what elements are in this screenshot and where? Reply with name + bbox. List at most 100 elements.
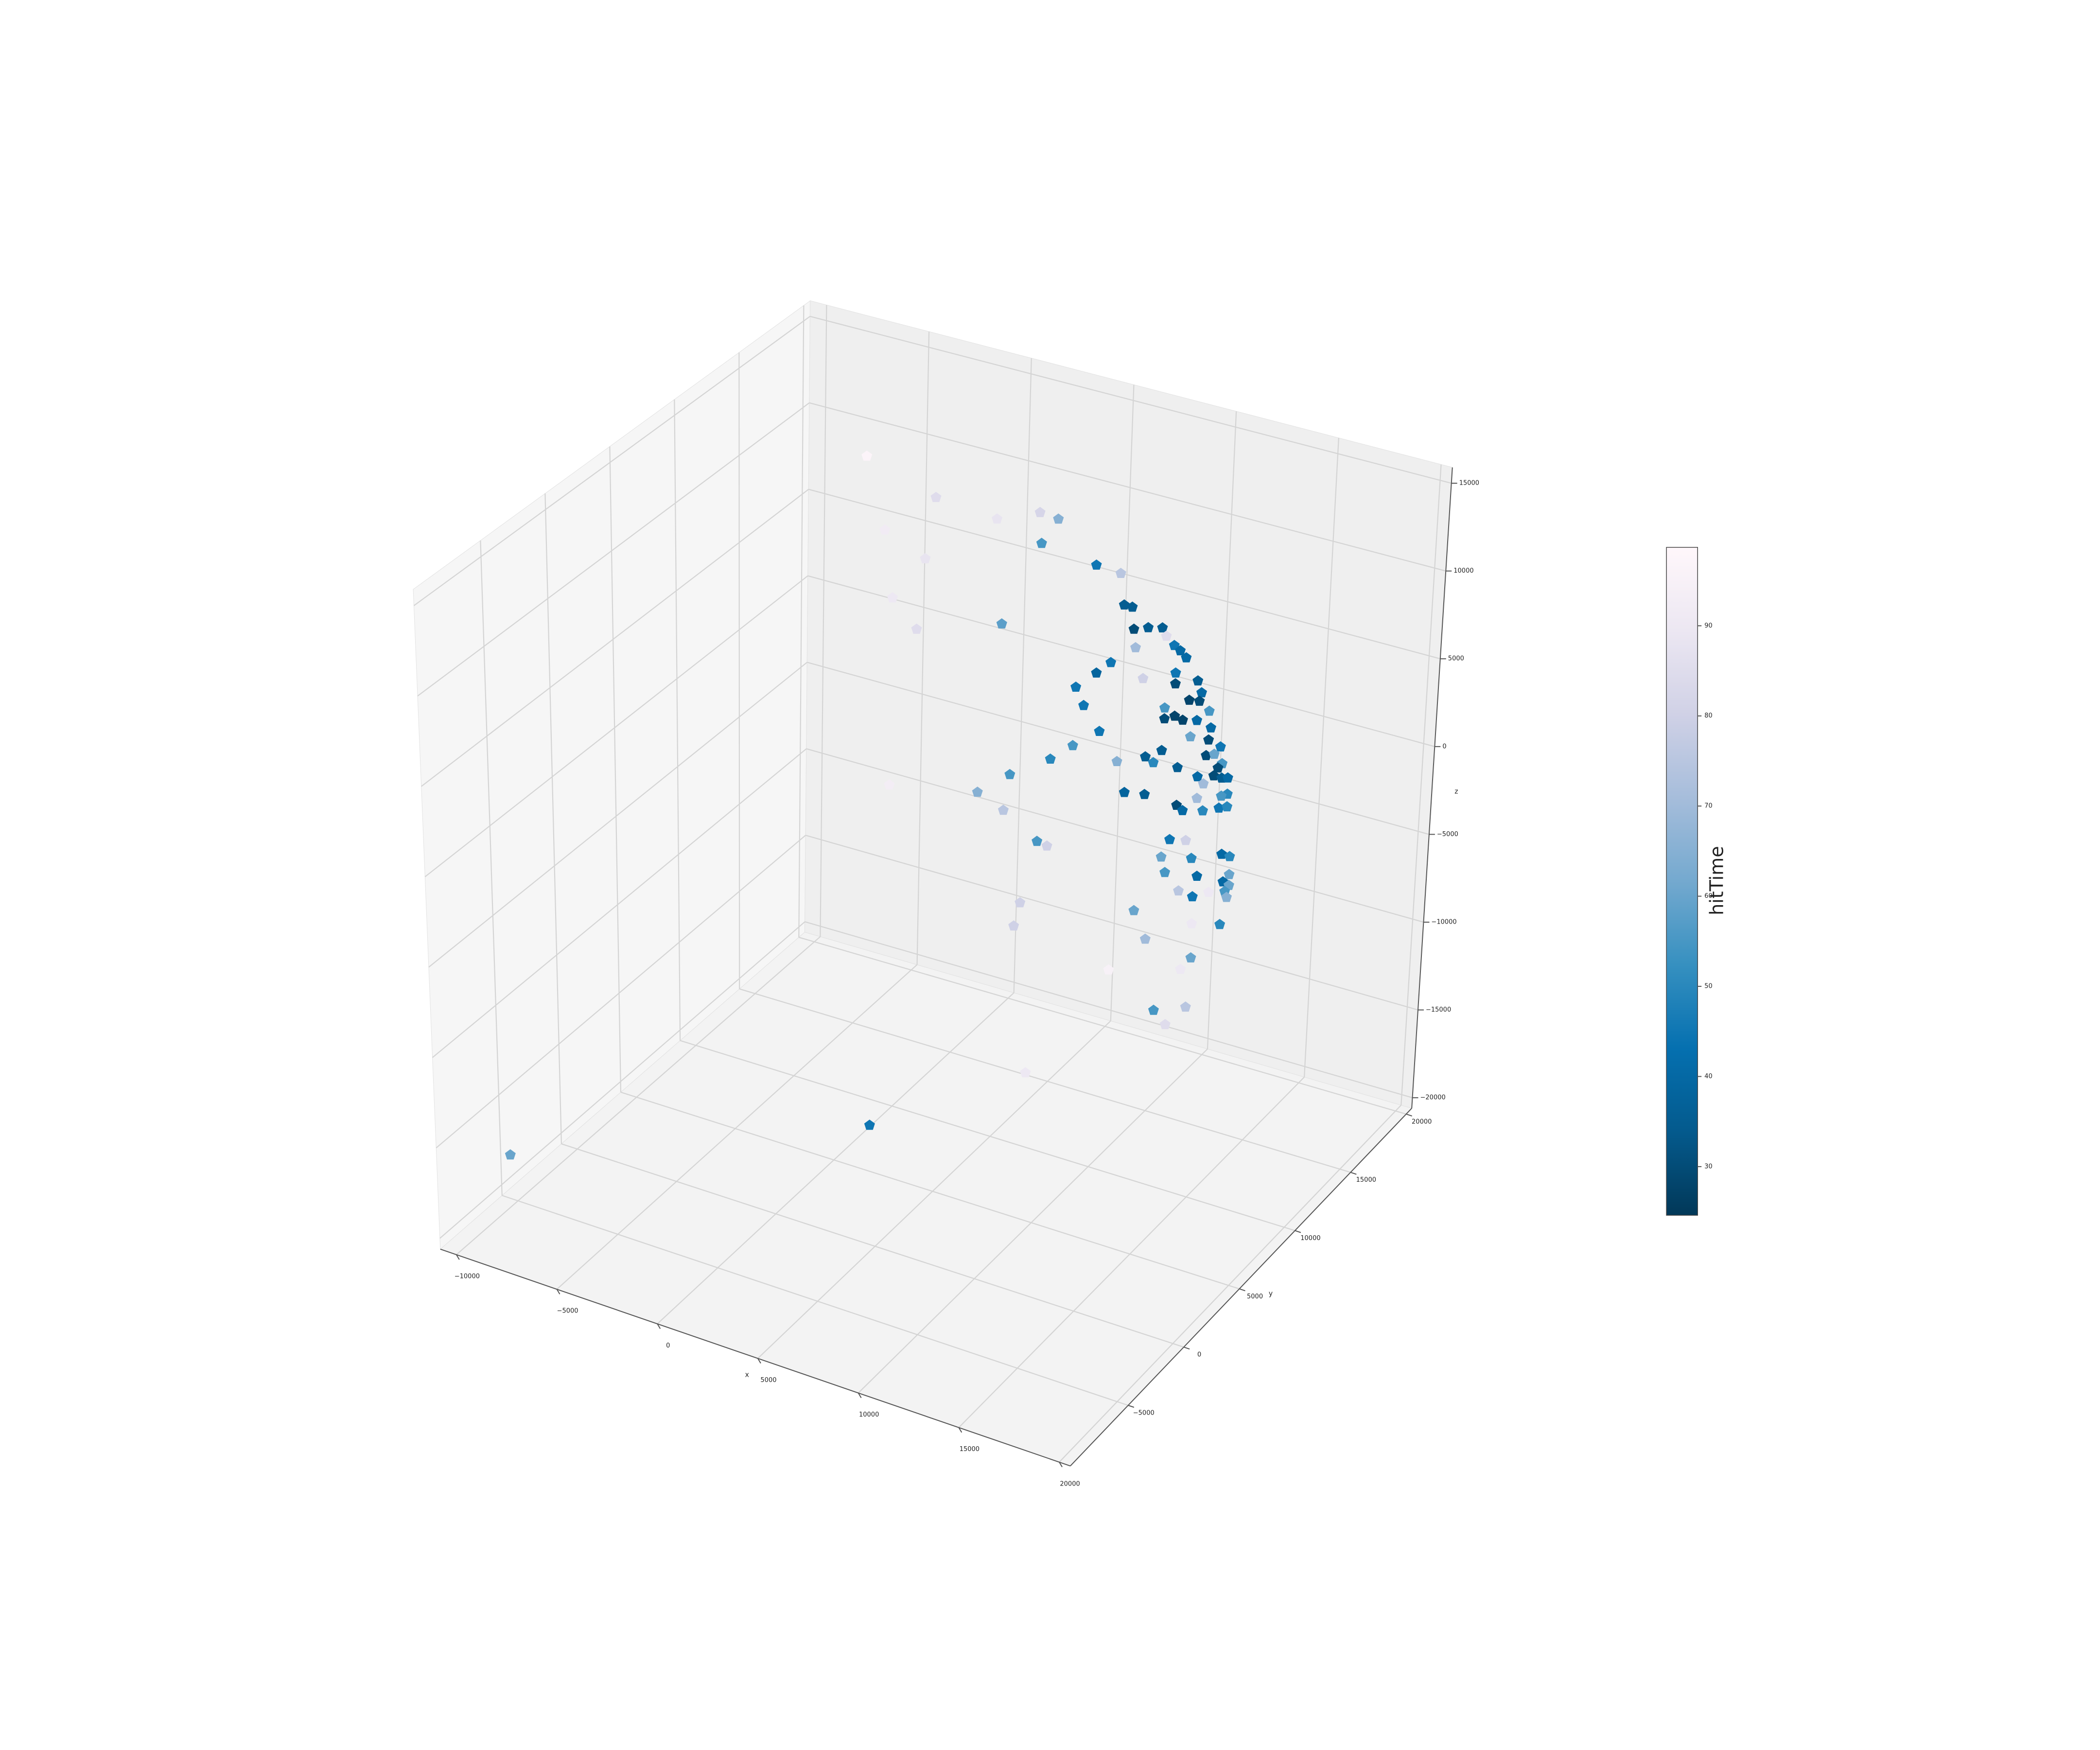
colorbar-tick-label: 40 bbox=[1704, 1073, 1713, 1080]
back-pane bbox=[804, 300, 1453, 1109]
point bbox=[1175, 645, 1186, 656]
point bbox=[1139, 933, 1151, 944]
point bbox=[1184, 694, 1195, 705]
tick-mark bbox=[1239, 1288, 1245, 1292]
grid-line bbox=[809, 402, 1446, 572]
grid-line bbox=[544, 493, 562, 1144]
y-tick-label: 20000 bbox=[1412, 1118, 1432, 1125]
point bbox=[972, 787, 983, 797]
grid-line bbox=[799, 937, 1407, 1115]
point bbox=[1221, 892, 1232, 902]
colorbar-fill bbox=[1666, 547, 1698, 1216]
grid-line bbox=[1013, 358, 1032, 993]
point bbox=[1196, 687, 1208, 698]
point bbox=[1194, 695, 1205, 706]
x-tick-label: −5000 bbox=[557, 1308, 578, 1315]
point bbox=[1115, 567, 1126, 578]
point bbox=[1034, 507, 1046, 517]
point bbox=[1224, 851, 1235, 861]
x-tick-label: −10000 bbox=[455, 1273, 480, 1280]
grid-line bbox=[421, 489, 809, 787]
z-tick-label: 15000 bbox=[1459, 480, 1479, 487]
y-tick-label: −5000 bbox=[1133, 1410, 1155, 1417]
grid-line bbox=[556, 964, 918, 1290]
grid-line bbox=[807, 662, 1430, 835]
point bbox=[1203, 734, 1214, 745]
point bbox=[1186, 853, 1197, 863]
point bbox=[1208, 748, 1220, 759]
x-tick-label: 20000 bbox=[1060, 1480, 1080, 1488]
point bbox=[1032, 836, 1043, 846]
point bbox=[1172, 762, 1183, 772]
tick-mark bbox=[1059, 1462, 1063, 1468]
z-tick-label: −15000 bbox=[1426, 1006, 1451, 1014]
x-tick-label: 5000 bbox=[760, 1377, 776, 1384]
grid-line bbox=[674, 399, 681, 1041]
point bbox=[1216, 790, 1227, 801]
tick-mark bbox=[456, 1254, 460, 1260]
grid-line bbox=[798, 305, 805, 938]
grid-line bbox=[958, 1076, 1305, 1428]
tick-mark bbox=[1406, 1113, 1413, 1117]
tick-mark bbox=[657, 1323, 661, 1329]
point bbox=[1161, 630, 1172, 641]
point bbox=[1170, 667, 1181, 678]
x-tick-label: 10000 bbox=[859, 1411, 879, 1418]
colorbar-tick-label: 70 bbox=[1704, 803, 1713, 810]
y-axis-label: y bbox=[1269, 1290, 1273, 1298]
x-axis-label: x bbox=[745, 1371, 749, 1379]
grid-line bbox=[807, 575, 1435, 747]
point bbox=[1186, 918, 1197, 928]
point bbox=[1191, 715, 1203, 725]
point bbox=[1170, 678, 1181, 689]
point bbox=[1143, 622, 1154, 632]
point bbox=[1208, 770, 1219, 781]
point bbox=[864, 1120, 875, 1130]
tick-mark bbox=[1295, 1230, 1301, 1233]
point bbox=[1127, 601, 1138, 612]
panes bbox=[413, 300, 1453, 1467]
point bbox=[1045, 753, 1056, 764]
grid-line bbox=[561, 1143, 1184, 1348]
point bbox=[1191, 792, 1203, 803]
point bbox=[1148, 1004, 1159, 1015]
grid bbox=[413, 305, 1452, 1463]
colorbar: 30 40 50 60 70 80 90 hitTime bbox=[1666, 547, 1728, 1216]
tick-mark bbox=[958, 1427, 962, 1433]
tick-mark bbox=[757, 1358, 761, 1364]
point bbox=[1004, 769, 1015, 779]
colorbar-tick-label: 90 bbox=[1704, 622, 1713, 630]
point bbox=[505, 1149, 516, 1160]
point bbox=[1159, 867, 1171, 877]
point bbox=[1197, 805, 1208, 816]
point bbox=[1180, 835, 1191, 845]
point bbox=[1169, 710, 1180, 721]
z-axis-label: z bbox=[1454, 788, 1458, 796]
point bbox=[1185, 952, 1196, 962]
grid-line bbox=[805, 835, 1418, 1011]
grid-line bbox=[1400, 464, 1442, 1105]
y-tick-label: 15000 bbox=[1356, 1176, 1376, 1184]
x-tick-label: 0 bbox=[666, 1342, 670, 1349]
point bbox=[1053, 513, 1064, 524]
point bbox=[884, 779, 895, 790]
x-tick-label: 15000 bbox=[960, 1446, 980, 1453]
point bbox=[911, 623, 922, 634]
colorbar-label: hitTime bbox=[1706, 846, 1728, 915]
z-tick-label: −5000 bbox=[1437, 831, 1458, 838]
z-tick-label: −20000 bbox=[1420, 1094, 1446, 1102]
point bbox=[1148, 757, 1159, 768]
point bbox=[1175, 963, 1186, 974]
grid-line bbox=[1304, 438, 1339, 1077]
point bbox=[1067, 740, 1078, 751]
point bbox=[1155, 851, 1167, 862]
point bbox=[1169, 640, 1180, 650]
y-axis-line bbox=[1070, 1108, 1412, 1467]
point bbox=[1224, 869, 1235, 879]
colorbar-tick-label: 30 bbox=[1704, 1163, 1713, 1170]
point bbox=[1020, 1067, 1031, 1078]
point bbox=[1164, 834, 1175, 844]
point bbox=[1156, 745, 1167, 755]
